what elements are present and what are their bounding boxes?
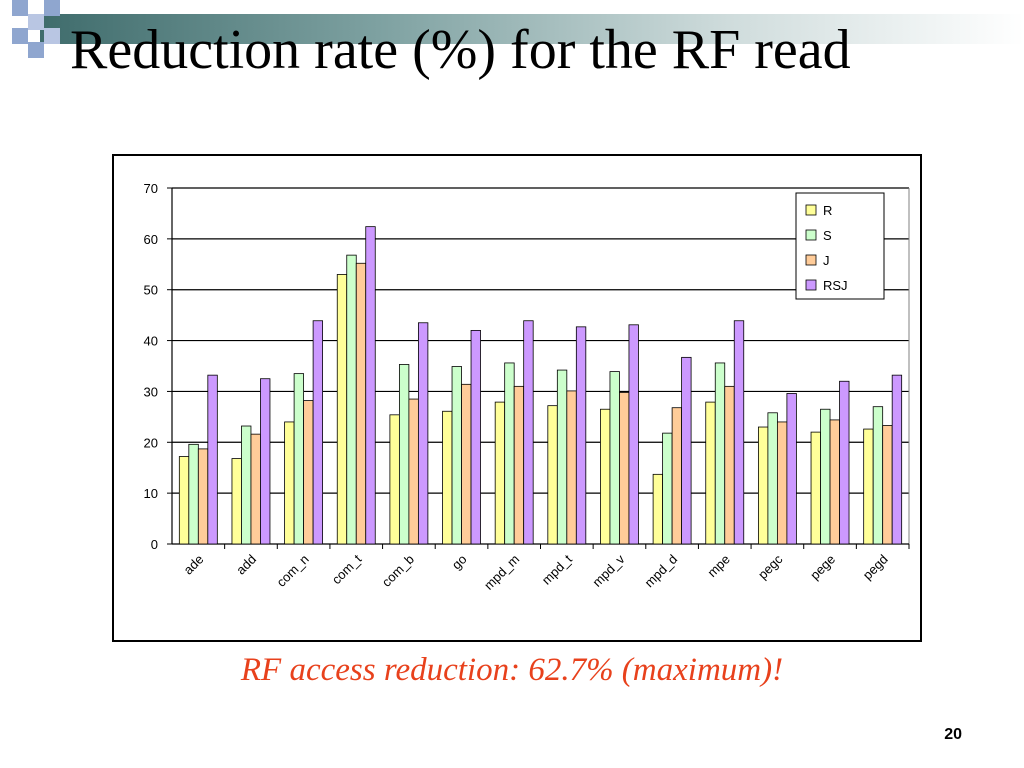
y-tick-label: 30	[144, 384, 158, 399]
y-tick-label: 10	[144, 486, 158, 501]
bar-r-pegd	[863, 428, 874, 545]
bar-rsj-com-n	[312, 320, 324, 545]
y-tick-label: 60	[144, 232, 158, 247]
x-tick-label: pegc	[755, 551, 786, 582]
y-tick-label: 50	[144, 283, 158, 298]
decor-square	[44, 28, 60, 44]
bar-r-mpd-m	[494, 401, 506, 545]
bar-s-add	[241, 425, 252, 545]
bar-s-com-b	[398, 364, 410, 545]
bar-s-mpd-d	[662, 432, 673, 545]
legend-label: RSJ	[823, 278, 848, 293]
bar-j-mpd-m	[513, 385, 525, 545]
bar-j-com-b	[408, 398, 419, 545]
x-tick-label: ade	[180, 552, 206, 578]
chart-frame: 0 10 20 30 40 50 60 70 ade add com_n com_t com_b go mp…	[112, 154, 922, 642]
bar-s-mpd-v	[609, 371, 620, 545]
bar-rsj-mpd-d	[681, 356, 692, 545]
bar-j-com-n	[303, 400, 314, 545]
header-decoration-bar	[40, 14, 1024, 44]
bar-j-mpd-t	[566, 390, 577, 545]
bar-s-mpe	[714, 362, 726, 545]
bar-r-pegc	[757, 426, 769, 545]
bar-j-pege	[829, 419, 840, 545]
bar-rsj-go	[470, 329, 481, 545]
bar-r-go	[442, 410, 453, 545]
bar-rsj-mpd-m	[523, 320, 534, 545]
bar-s-pegc	[767, 412, 778, 545]
decor-square	[28, 14, 44, 30]
x-tick-label: add	[233, 552, 259, 578]
bar-s-pegd	[872, 406, 884, 545]
bar-r-com-n	[284, 421, 295, 545]
y-tick-label: 0	[151, 537, 158, 552]
bar-rsj-ade	[207, 374, 218, 545]
bar-s-go	[451, 366, 462, 545]
x-tick-label: mpd_t	[539, 551, 575, 587]
bar-r-mpd-d	[652, 473, 664, 545]
bar-rsj-mpd-v	[628, 324, 639, 545]
y-tick-label: 20	[144, 435, 158, 450]
bar-j-mpe	[724, 385, 735, 545]
bar-s-com-n	[293, 373, 305, 545]
bar-j-mpd-v	[619, 392, 630, 545]
legend-swatch	[805, 204, 817, 216]
x-tick-label: mpd_v	[589, 551, 628, 590]
x-tick-label: pege	[807, 552, 838, 583]
bar-s-pege	[820, 408, 831, 545]
bar-rsj-pegc	[786, 393, 797, 545]
x-tick-label: com_t	[329, 551, 365, 587]
bar-r-mpe	[705, 401, 716, 545]
bar-r-pege	[810, 431, 821, 545]
slide-title: Reduction rate (%) for the RF read	[70, 19, 851, 81]
bar-rsj-mpd-t	[575, 326, 587, 545]
bar-r-com-b	[389, 414, 400, 545]
bar-r-ade	[178, 456, 190, 545]
bar-j-pegc	[776, 421, 788, 545]
bar-rsj-com-b	[417, 322, 429, 545]
bar-r-com-t	[336, 274, 348, 545]
legend-label: J	[823, 253, 830, 268]
bar-rsj-com-t	[365, 226, 376, 545]
bar-j-pegd	[882, 425, 893, 545]
bar-rsj-mpe	[733, 320, 745, 545]
x-tick-label: pegd	[860, 552, 891, 583]
page-number: 20	[944, 726, 962, 743]
bar-r-mpd-v	[600, 408, 611, 545]
bar-rsj-pege	[839, 380, 850, 545]
bar-s-mpd-t	[556, 369, 568, 545]
x-tick-label: mpe	[704, 552, 732, 580]
bar-j-com-t	[355, 262, 367, 545]
bar-j-go	[461, 383, 472, 545]
y-tick-label: 40	[144, 334, 158, 349]
bar-s-mpd-m	[504, 362, 515, 545]
x-tick-label: com_b	[379, 552, 417, 590]
bar-s-com-t	[346, 254, 357, 545]
bar-rsj-add	[260, 378, 271, 545]
y-tick-label: 70	[144, 181, 158, 196]
bar-j-mpd-d	[671, 407, 683, 545]
x-tick-label: mpd_d	[642, 552, 681, 591]
bar-r-mpd-t	[547, 405, 558, 545]
bar-j-ade	[197, 448, 209, 545]
x-tick-label: com_n	[274, 552, 312, 590]
slide-caption: RF access reduction: 62.7% (maximum)!	[240, 652, 784, 688]
decor-square	[28, 42, 44, 58]
legend-swatch	[805, 279, 817, 291]
x-tick-label: mpd_m	[481, 552, 522, 593]
legend-label: S	[823, 228, 832, 243]
bar-r-add	[231, 458, 242, 545]
decor-square	[12, 28, 28, 44]
legend-swatch	[805, 229, 817, 241]
decor-square	[44, 0, 60, 16]
bar-j-add	[250, 433, 261, 545]
bar-s-ade	[188, 443, 199, 545]
legend-swatch	[805, 254, 817, 266]
decor-square	[12, 0, 28, 16]
bar-rsj-pegd	[891, 374, 903, 545]
legend-label: R	[823, 203, 832, 218]
x-tick-label: go	[449, 552, 470, 573]
